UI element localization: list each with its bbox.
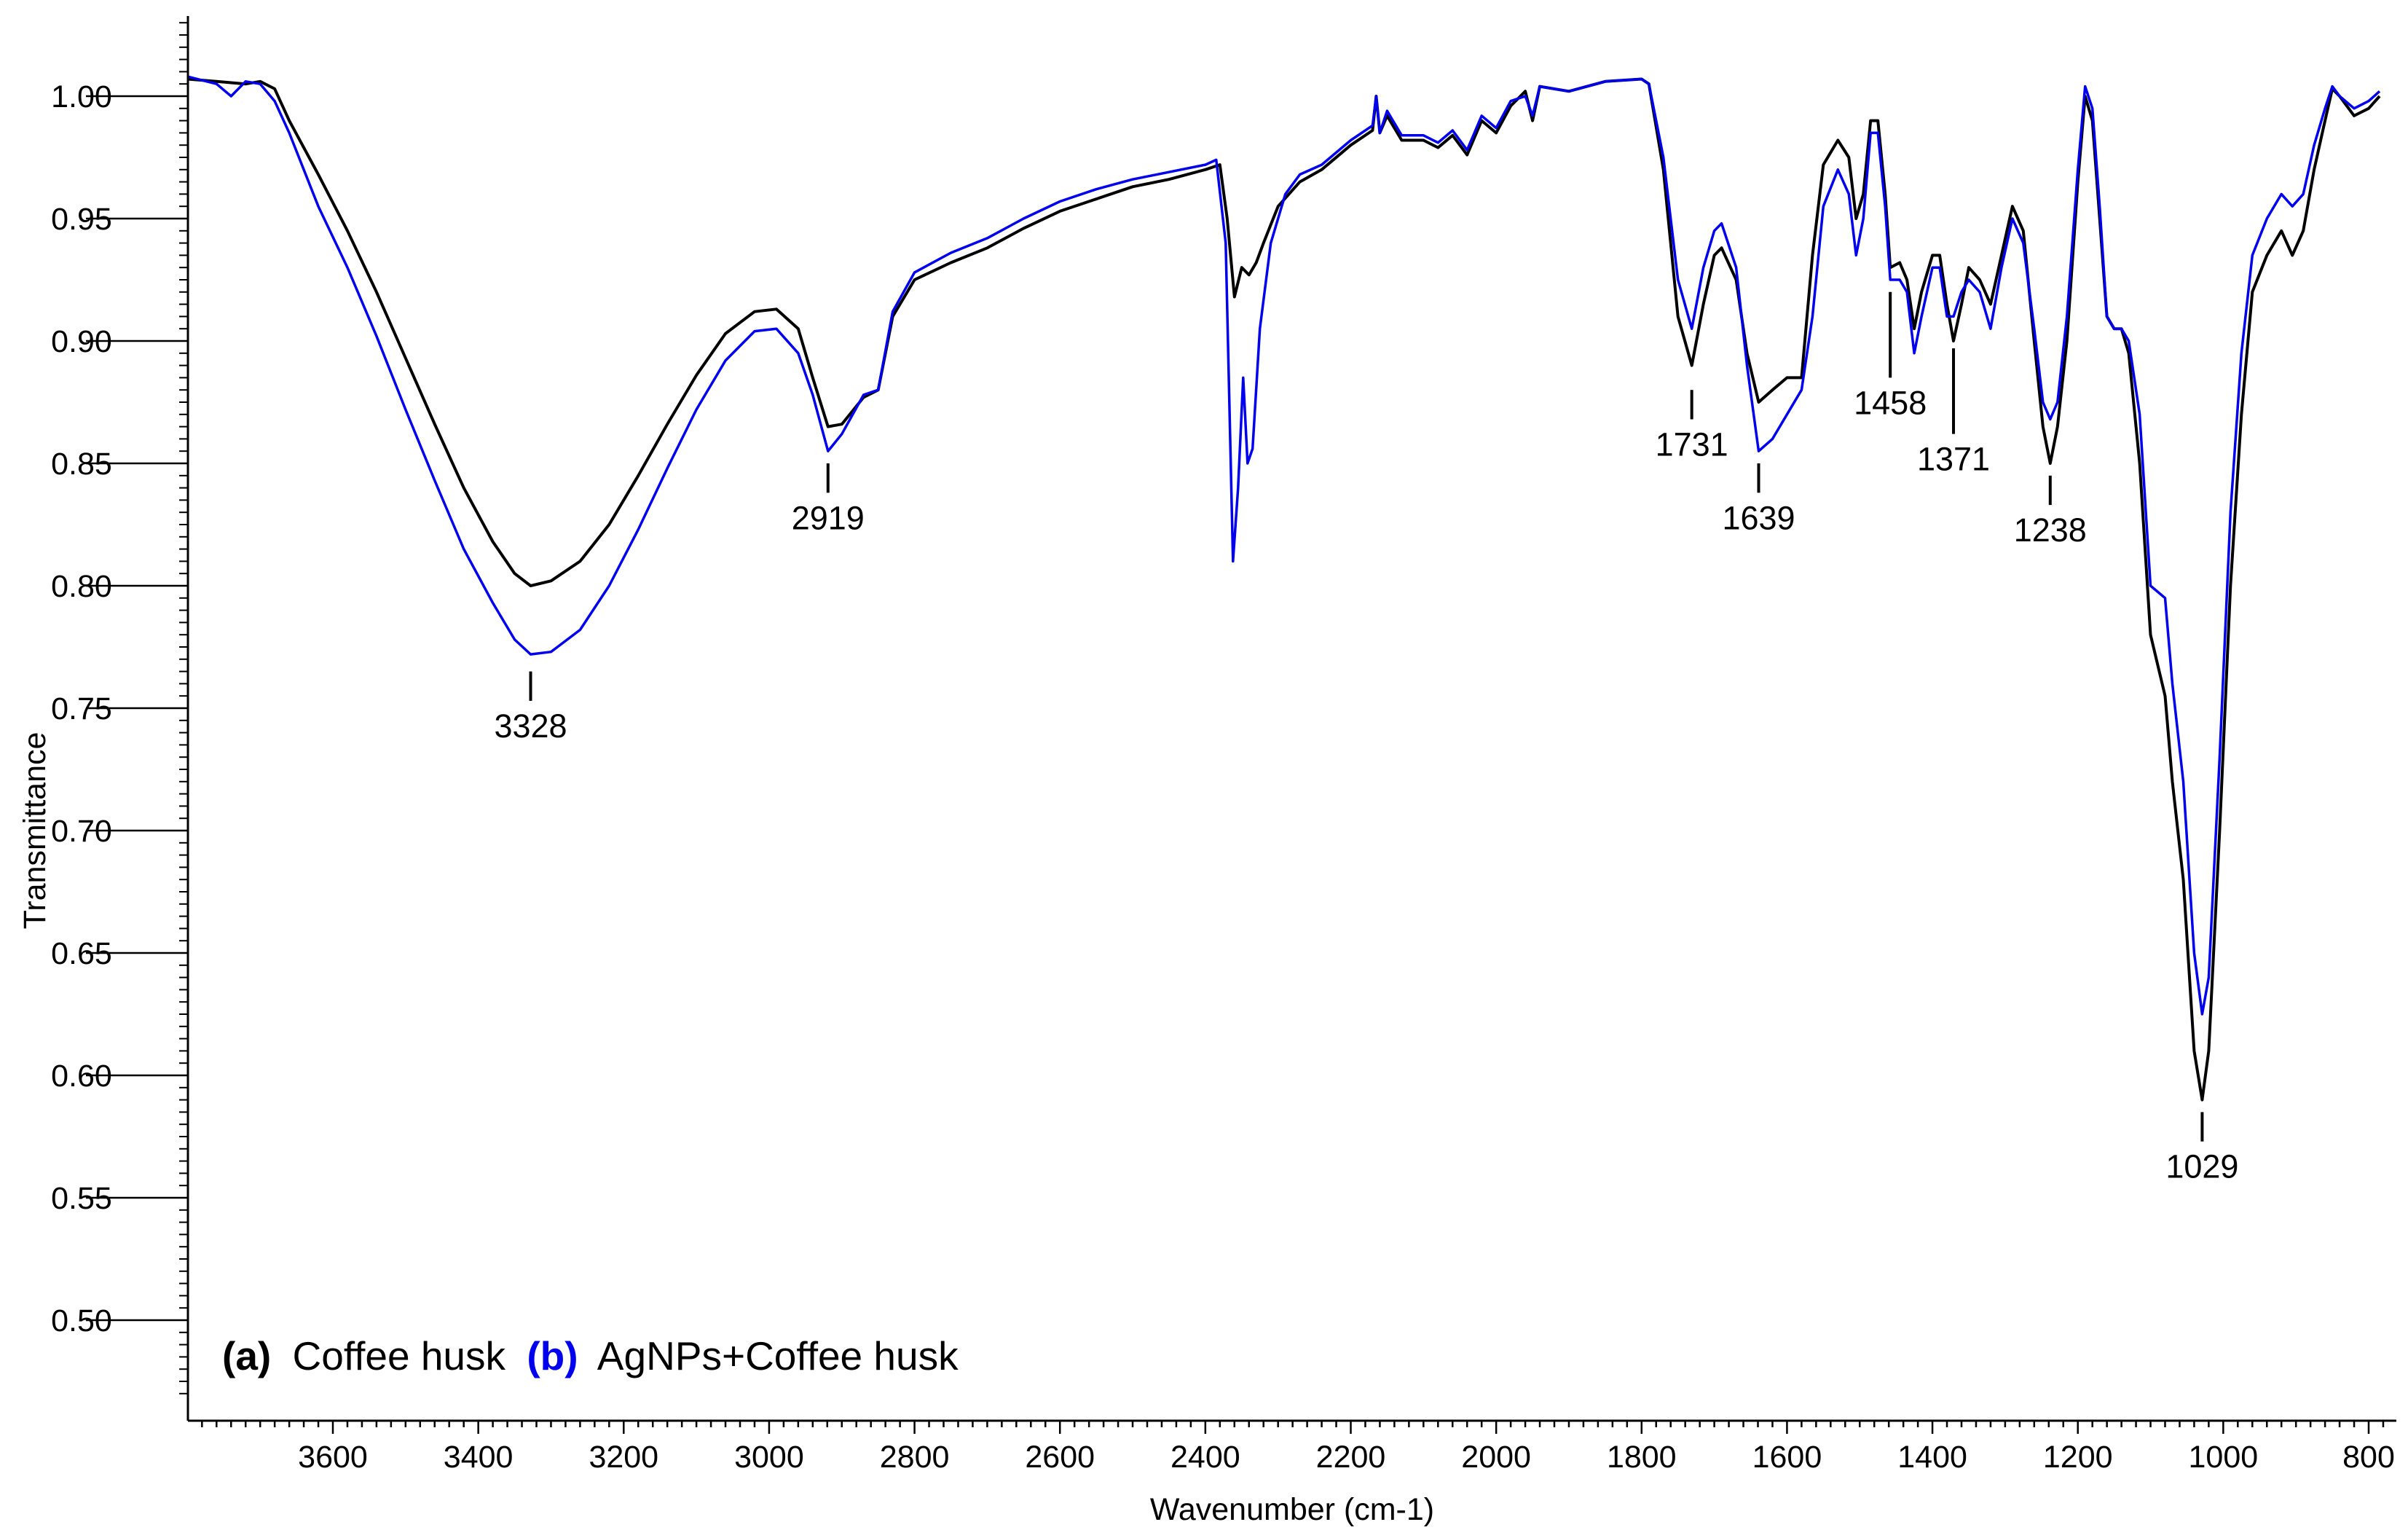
legend-tag-a: (a) [222, 1333, 271, 1378]
y-tick-label: 0.70 [51, 814, 112, 849]
y-axis-title: Transmittance [17, 732, 52, 930]
y-tick-label: 0.55 [51, 1181, 112, 1216]
x-tick-label: 2000 [1461, 1440, 1531, 1475]
y-tick-label: 0.80 [51, 569, 112, 604]
x-tick-label: 3000 [734, 1440, 804, 1475]
y-tick-label: 0.50 [51, 1303, 112, 1338]
x-tick-label: 1600 [1752, 1440, 1822, 1475]
peak-annotations: 3328 2919 1731 1639 1458 1371 1238 1029 [494, 291, 2238, 1185]
series-layer [186, 75, 2381, 1102]
x-tick-label: 1200 [2043, 1440, 2113, 1475]
x-tick-label: 2400 [1170, 1440, 1240, 1475]
y-tick-label: 0.85 [51, 447, 112, 482]
peak-label: 1458 [1854, 384, 1927, 421]
y-tick-label: 0.95 [51, 202, 112, 237]
peak-label: 1238 [2014, 511, 2087, 549]
x-axis-title: Wavenumber (cm-1) [1150, 1492, 1434, 1527]
x-tick-label: 3200 [589, 1440, 658, 1475]
peak-label: 1371 [1917, 441, 1990, 478]
x-tick-label: 1800 [1607, 1440, 1677, 1475]
peak-label: 1029 [2165, 1148, 2238, 1185]
x-tick-label: 2800 [880, 1440, 950, 1475]
peak-label: 1731 [1656, 426, 1728, 463]
x-tick-label: 1400 [1897, 1440, 1967, 1475]
legend-text-b: AgNPs+Coffee husk [597, 1333, 959, 1378]
x-tick-label: 2200 [1316, 1440, 1386, 1475]
y-tick-label: 0.75 [51, 691, 112, 726]
y-tick-label: 1.00 [51, 79, 112, 114]
peak-label: 1639 [1722, 499, 1795, 536]
x-tick-label: 3400 [444, 1440, 514, 1475]
y-tick-label: 0.65 [51, 936, 112, 971]
x-ticks: 3600 3400 3200 3000 2800 2600 2400 2200 2000 1800… [201, 1421, 2395, 1475]
x-tick-label: 1000 [2189, 1440, 2259, 1475]
legend-tag-b: (b) [527, 1333, 578, 1378]
y-ticks: 1.00 0.95 0.90 0.85 0.80 0.75 0.70 0.65 0.60 0.55… [51, 22, 188, 1394]
series-line-a [187, 77, 2381, 1102]
legend-text-a: Coffee husk [293, 1333, 506, 1378]
x-tick-label: 800 [2342, 1440, 2395, 1475]
y-tick-label: 0.90 [51, 324, 112, 359]
series-line-b [186, 75, 2381, 1016]
x-tick-label: 2600 [1025, 1440, 1095, 1475]
legend: (a) Coffee husk (b) AgNPs+Coffee husk [222, 1333, 959, 1378]
peak-label: 3328 [494, 707, 567, 745]
svg-text:(a) Coffee husk (b: (a) Coffee husk (b) AgNPs+Coffee husk [222, 1333, 959, 1378]
peak-label: 2919 [792, 499, 865, 536]
y-tick-label: 0.60 [51, 1059, 112, 1094]
x-tick-label: 3600 [298, 1440, 368, 1475]
